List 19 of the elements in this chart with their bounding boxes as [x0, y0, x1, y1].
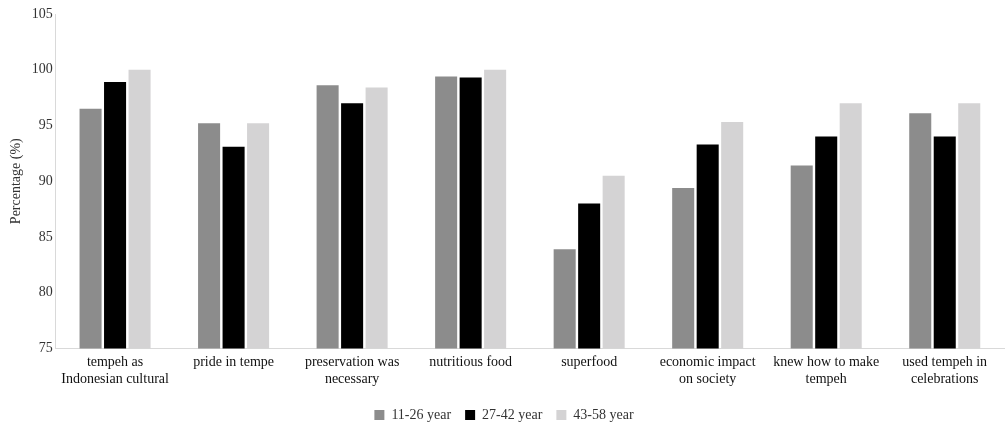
y-tick-label: 85 — [38, 228, 53, 244]
y-axis-title: Percentage (%) — [8, 137, 25, 225]
y-tick-label: 75 — [38, 340, 53, 356]
legend-label: 27-42 year — [482, 406, 543, 422]
legend-label: 43-58 year — [573, 406, 634, 422]
legend-label: 11-26 year — [391, 406, 452, 422]
y-tick-label: 100 — [31, 61, 53, 77]
x-tick-label: used tempeh in celebrations — [902, 354, 988, 387]
x-tick-label: tempeh as Indonesian cultural — [61, 354, 170, 387]
x-tick-label: economic impact on society — [659, 354, 756, 387]
x-tick-label: nutritious food — [429, 354, 513, 370]
x-tick-label: pride in tempe — [193, 354, 275, 370]
x-tick-label: knew how to make tempeh — [773, 354, 880, 387]
x-tick-label: preservation was necessary — [304, 354, 400, 387]
y-tick-label: 90 — [38, 172, 53, 188]
y-tick-label: 80 — [38, 284, 53, 300]
x-tick-label: superfood — [561, 354, 618, 370]
y-tick-label: 95 — [38, 117, 53, 133]
y-tick-label: 105 — [31, 5, 53, 21]
